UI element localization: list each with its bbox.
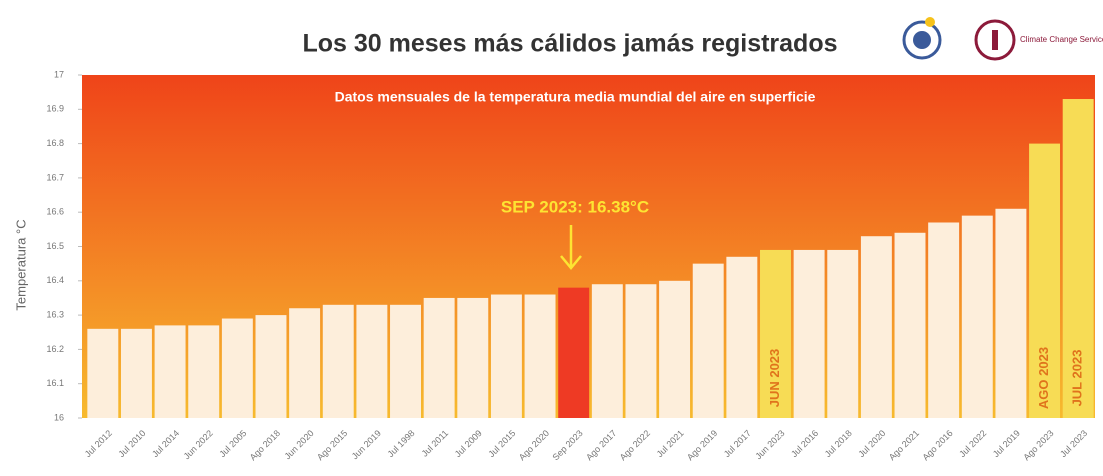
bar (322, 304, 354, 418)
x-tick-label: Jul 2021 (655, 428, 686, 459)
y-tick-label: 16.6 (46, 207, 64, 217)
bar (356, 304, 388, 418)
x-tick-label: Jul 2005 (217, 428, 248, 459)
x-tick-label: Ago 2020 (517, 428, 551, 462)
bar (625, 284, 657, 418)
bar (255, 315, 287, 418)
bar-label: JUN 2023 (767, 349, 782, 408)
bar-label: JUL 2023 (1070, 350, 1085, 407)
logo-text: Climate Change Service (1020, 35, 1103, 44)
bar (221, 318, 253, 418)
bar (490, 294, 522, 418)
bar (558, 287, 590, 418)
x-tick-label: Ago 2015 (315, 428, 349, 462)
x-tick-label: Jul 2017 (722, 428, 753, 459)
bar (860, 236, 892, 418)
x-tick-label: Jul 1998 (385, 428, 416, 459)
x-tick-label: Ago 2021 (887, 428, 921, 462)
x-tick-label: Jun 2022 (182, 428, 215, 461)
x-tick-label: Jul 2009 (453, 428, 484, 459)
bar (928, 222, 960, 418)
x-tick-label: Ago 2016 (920, 428, 954, 462)
y-axis-label: Temperatura °C (13, 219, 28, 310)
x-tick-label: Jul 2018 (823, 428, 854, 459)
bar (591, 284, 623, 418)
bar (894, 232, 926, 418)
x-tick-label: Ago 2022 (618, 428, 652, 462)
bar (961, 215, 993, 418)
x-tick-label: Jul 2012 (83, 428, 114, 459)
x-tick-label: Jun 2023 (753, 428, 786, 461)
x-tick-label: Jul 2020 (856, 428, 887, 459)
y-tick-label: 16.2 (46, 344, 64, 354)
bar (760, 249, 791, 418)
bar (154, 325, 186, 418)
bar (995, 208, 1027, 418)
y-tick-label: 16.1 (46, 378, 64, 388)
bar (457, 297, 489, 418)
x-tick-label: Ago 2023 (1021, 428, 1055, 462)
bar-label: AGO 2023 (1036, 347, 1051, 409)
y-tick-label: 16.5 (46, 241, 64, 251)
x-tick-label: Jul 2023 (1058, 428, 1089, 459)
x-tick-label: Ago 2017 (584, 428, 618, 462)
bar (390, 304, 421, 418)
x-tick-label: Jul 2015 (486, 428, 517, 459)
bar (289, 308, 321, 418)
bar (1062, 99, 1094, 418)
bar (423, 297, 455, 418)
x-tick-label: Jul 2010 (116, 428, 147, 459)
y-tick-label: 16.7 (46, 172, 64, 182)
bar (692, 263, 724, 418)
bar (87, 328, 119, 418)
bar (726, 256, 758, 418)
x-tick-label: Jun 2020 (282, 428, 315, 461)
bar (793, 249, 825, 418)
bar (659, 280, 691, 418)
wmo-logo (902, 17, 942, 60)
x-tick-label: Jun 2019 (350, 428, 383, 461)
x-tick-label: Jul 2011 (420, 428, 451, 459)
x-tick-label: Ago 2018 (248, 428, 282, 462)
y-tick-label: 16.3 (46, 309, 64, 319)
x-tick-label: Sep 2023 (550, 428, 584, 462)
subtitle: Datos mensuales de la temperatura media … (335, 89, 816, 105)
y-tick-label: 16 (54, 412, 64, 422)
chart-title: Los 30 meses más cálidos jamás registrad… (303, 30, 838, 58)
x-tick-label: Jul 2019 (991, 428, 1022, 459)
bar (827, 249, 859, 418)
y-tick-label: 16.9 (46, 104, 64, 114)
bar (120, 328, 152, 418)
bar (524, 294, 556, 418)
annotation-arrow (560, 225, 582, 270)
bar (1029, 143, 1061, 418)
y-tick-label: 17 (54, 69, 64, 79)
y-tick-label: 16.4 (46, 275, 64, 285)
y-tick-label: 16.8 (46, 138, 64, 148)
x-tick-label: Ago 2019 (685, 428, 719, 462)
x-tick-label: Jul 2014 (150, 428, 181, 459)
x-tick-label: Jul 2016 (789, 428, 820, 459)
annotation: SEP 2023: 16.38°C (501, 197, 649, 216)
bar (188, 325, 220, 418)
copernicus-logo: Climate Change Service (974, 19, 1103, 61)
x-tick-label: Jul 2022 (957, 428, 988, 459)
